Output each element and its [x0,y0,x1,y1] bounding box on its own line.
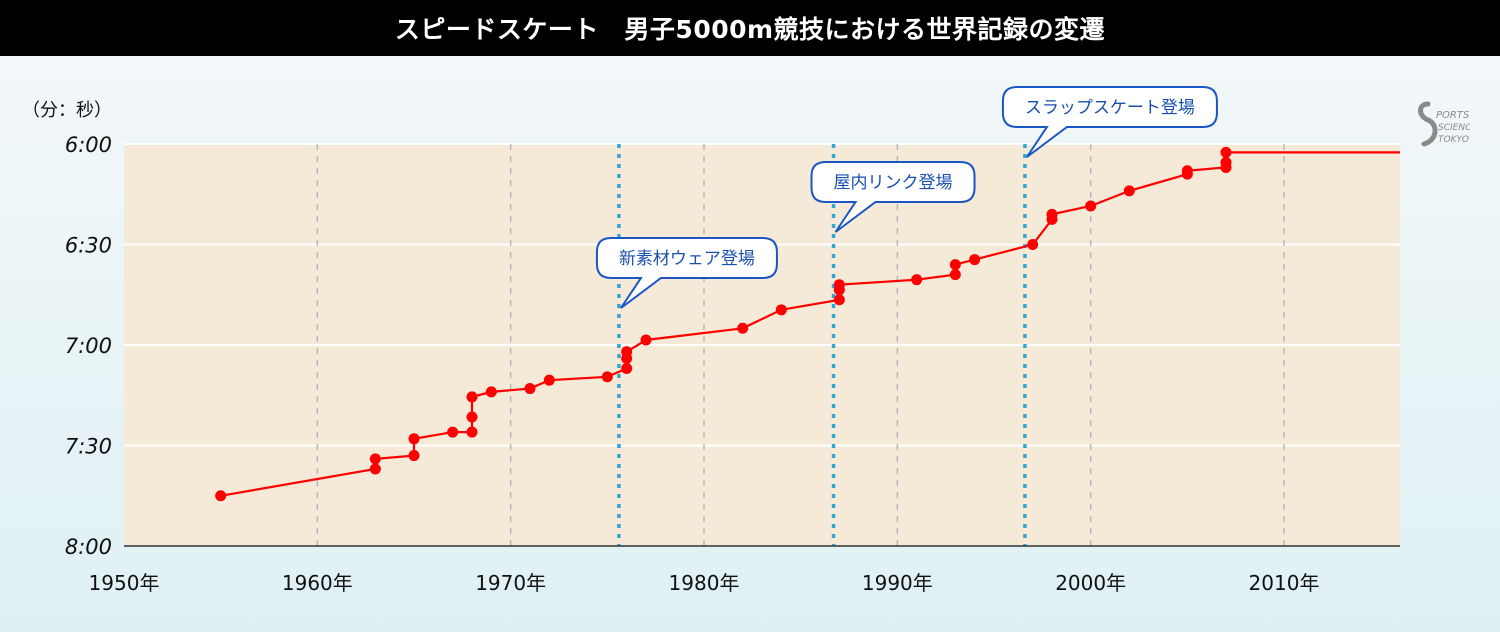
x-tick-label: 1980年 [669,571,740,595]
svg-text:PORTS: PORTS [1436,110,1470,121]
x-tick-label: 1950年 [89,571,160,595]
data-point [949,269,961,281]
callout-label: スラップスケート登場 [1025,98,1195,118]
data-point [485,386,497,398]
logo-icon: PORTS SCIENCE TOKYO [1418,101,1470,147]
y-tick-label: 6:00 [65,133,112,157]
callout-bubble [595,237,778,309]
chart-title: スピードスケート 男子5000m競技における世界記録の変遷 [0,0,1500,56]
data-point [1027,239,1039,250]
x-tick-label: 1960年 [282,571,353,595]
data-point [466,426,478,438]
data-point [1220,146,1232,158]
data-point [833,279,845,291]
data-point [1123,185,1135,197]
callout-label: 屋内リンク登場 [834,173,953,193]
data-point [949,259,961,271]
data-point [408,433,420,445]
y-tick-label: 6:30 [65,234,112,258]
y-tick-label: 8:00 [65,535,112,559]
data-point [524,383,536,395]
data-point [1220,156,1232,168]
x-tick-label: 2010年 [1249,571,1320,595]
data-point [447,426,459,438]
x-tick-label: 1970年 [475,571,546,595]
data-point [775,304,787,316]
data-point [969,254,981,266]
data-point [543,374,555,386]
callout-label: 新素材ウェア登場 [619,249,755,269]
data-point [640,334,652,346]
data-point [1046,208,1058,220]
y-tick-label: 7:00 [65,334,112,358]
x-tick-label: 2000年 [1055,571,1126,595]
x-tick-label: 1990年 [862,571,933,595]
data-point [1085,200,1097,212]
series-layer [215,146,1400,502]
data-point [369,453,381,465]
axis-labels: 6:00 6:30 7:00 7:30 8:00 1950年 1960年 1970年 1980年… [65,133,1400,595]
data-point [1181,165,1193,177]
callout-bubble [1001,86,1218,158]
y-axis-label: （分：秒） [22,100,112,121]
svg-text:SCIENCE: SCIENCE [1438,123,1470,133]
data-point [408,450,420,462]
event-lines: 新素材ウェア登場 屋内リンク登場 スラップスケート登場 [595,86,1218,546]
y-tick-label: 7:30 [65,435,112,459]
data-point [833,294,845,306]
data-point [621,362,633,374]
data-point [621,346,633,358]
grid [124,143,1400,546]
data-point [466,411,478,423]
data-point [466,391,478,403]
data-point [369,463,381,475]
data-point [911,274,923,286]
data-point [215,490,227,502]
callout-bubble [810,161,976,233]
data-point [601,371,613,383]
svg-text:TOKYO: TOKYO [1438,135,1469,145]
data-point [737,322,749,334]
